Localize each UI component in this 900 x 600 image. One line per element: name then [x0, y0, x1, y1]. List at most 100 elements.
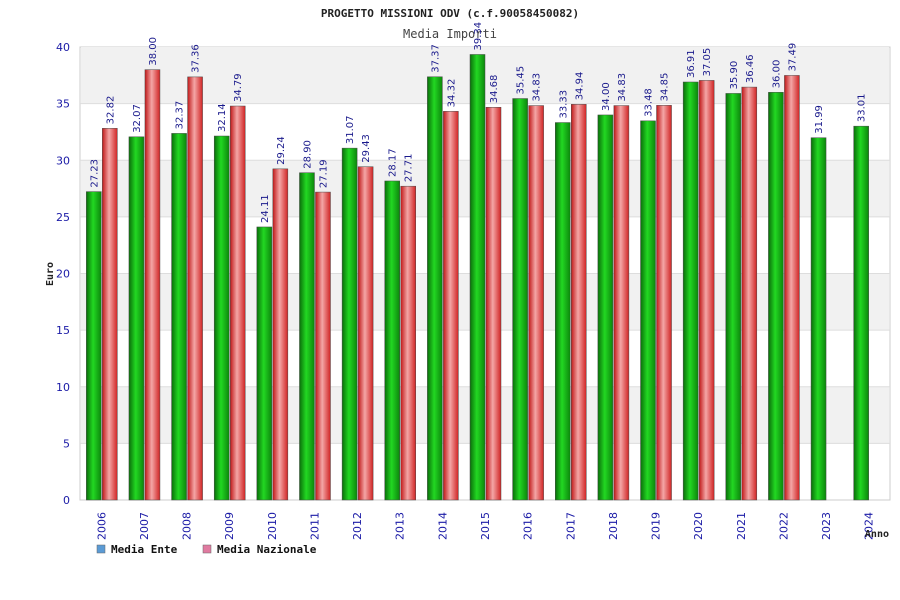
data-label: 37.49	[787, 43, 798, 72]
data-label: 32.37	[175, 101, 186, 130]
x-tick-label: 2006	[95, 512, 108, 540]
bar	[102, 128, 118, 501]
bar	[528, 105, 544, 501]
data-label: 28.90	[302, 140, 313, 169]
data-label: 34.79	[233, 73, 244, 102]
x-axis-ticks: 2006 2007 2008 2009 2010 2011 2012 2013 2014 2015…	[95, 512, 875, 540]
x-tick-label: 2010	[266, 512, 279, 540]
y-tick-label: 30	[56, 154, 70, 167]
x-tick-label: 2012	[351, 512, 364, 540]
bar	[315, 191, 331, 501]
data-label: 33.01	[857, 94, 868, 123]
bar	[357, 166, 374, 501]
y-tick-label: 35	[56, 98, 70, 111]
bar	[597, 114, 614, 501]
data-label: 34.00	[601, 82, 612, 111]
x-tick-label: 2015	[479, 512, 492, 540]
bar	[768, 92, 784, 501]
bar	[571, 104, 587, 501]
data-label: 31.99	[814, 105, 825, 134]
x-tick-label: 2020	[692, 512, 705, 540]
bar	[784, 75, 800, 501]
x-tick-label: 2009	[223, 512, 236, 540]
bar	[485, 106, 502, 501]
data-label: 36.91	[686, 49, 697, 78]
bar	[469, 54, 486, 501]
bar	[187, 76, 203, 501]
y-tick-label: 25	[56, 211, 70, 224]
data-label: 27.71	[404, 154, 415, 183]
x-tick-label: 2016	[522, 512, 535, 540]
data-label: 24.11	[260, 194, 271, 223]
bar	[555, 122, 571, 501]
data-label: 27.23	[89, 159, 100, 188]
data-labels-group: 27.23 32.82 32.07 38.00 32.37 37.36 32.14 34.79…	[89, 22, 867, 223]
bar	[229, 105, 246, 501]
y-tick-label: 5	[63, 437, 70, 450]
data-label: 34.32	[446, 79, 457, 108]
data-label: 32.14	[217, 103, 228, 132]
bar	[443, 111, 459, 501]
x-tick-label: 2013	[394, 512, 407, 540]
y-axis-label: Euro	[45, 262, 56, 286]
x-tick-label: 2017	[564, 512, 577, 540]
bar	[656, 105, 672, 501]
chart-subtitle: Media Importi	[403, 27, 497, 41]
bar	[213, 135, 230, 501]
y-tick-label: 20	[56, 268, 70, 281]
bar	[741, 86, 758, 501]
y-tick-label: 40	[56, 41, 70, 54]
legend-label: Media Ente	[111, 543, 178, 556]
bar	[341, 147, 358, 501]
data-label: 29.24	[276, 136, 287, 165]
data-label: 33.33	[558, 90, 569, 119]
bar	[128, 136, 145, 501]
data-label: 36.46	[745, 54, 756, 83]
data-label: 34.85	[660, 73, 671, 102]
data-label: 37.37	[430, 44, 441, 73]
data-label: 27.19	[318, 159, 329, 188]
bar	[256, 226, 273, 501]
bar	[810, 137, 827, 501]
data-label: 35.90	[729, 61, 740, 90]
data-label: 34.83	[617, 73, 628, 102]
bar	[384, 180, 400, 501]
y-tick-label: 0	[63, 494, 70, 507]
bar	[171, 133, 187, 501]
legend-swatch	[202, 544, 212, 554]
y-tick-label: 15	[56, 324, 70, 337]
bar	[698, 80, 715, 501]
x-tick-label: 2018	[607, 512, 620, 540]
data-label: 34.83	[532, 73, 543, 102]
bar	[427, 76, 443, 501]
legend-swatch	[96, 544, 106, 554]
bar	[640, 120, 656, 501]
bar	[853, 125, 869, 501]
bar	[86, 191, 102, 501]
data-label: 31.07	[345, 115, 356, 144]
bar	[613, 105, 630, 501]
chart-title: PROGETTO MISSIONI ODV (c.f.90058450082)	[321, 7, 579, 20]
data-label: 29.43	[361, 134, 372, 163]
x-tick-label: 2019	[650, 512, 663, 540]
data-label: 32.07	[132, 104, 143, 133]
x-tick-label: 2024	[863, 512, 876, 540]
x-tick-label: 2011	[308, 512, 321, 540]
bar	[299, 172, 315, 501]
x-tick-label: 2014	[436, 512, 449, 540]
x-tick-label: 2008	[181, 512, 194, 540]
data-label: 35.45	[516, 66, 527, 95]
data-label: 36.00	[771, 60, 782, 89]
bar	[400, 185, 416, 501]
legend-label: Media Nazionale	[217, 543, 317, 556]
data-label: 33.48	[644, 88, 655, 117]
data-label: 34.94	[574, 72, 585, 101]
x-tick-label: 2022	[777, 512, 790, 540]
legend: Media Ente Media Nazionale	[96, 543, 317, 556]
y-tick-label: 10	[56, 381, 70, 394]
data-label: 39.34	[473, 22, 484, 51]
data-label: 28.17	[388, 148, 399, 177]
bar	[144, 69, 161, 501]
data-label: 34.68	[489, 75, 500, 104]
